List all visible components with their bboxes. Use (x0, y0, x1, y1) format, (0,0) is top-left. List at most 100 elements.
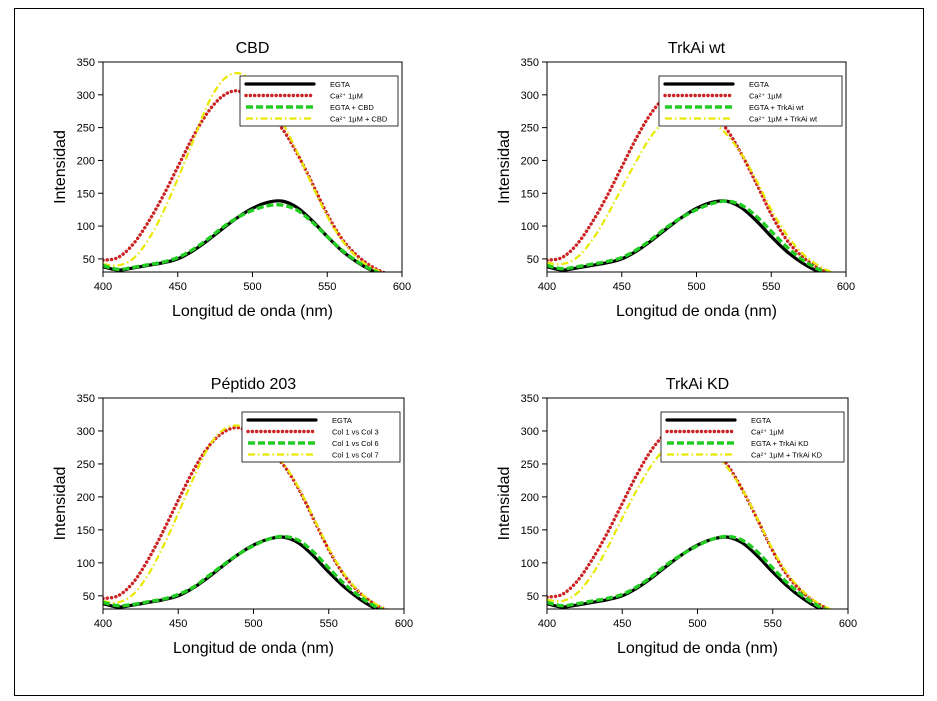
series-line-2 (103, 534, 386, 609)
figure-frame: CBD Longitud de onda (nm) Intensidad 400 450… (14, 8, 924, 696)
legend-label-1: Ca²⁺ 1µM (749, 92, 782, 101)
y-tick-label: 200 (77, 155, 95, 167)
legend: EGTA Ca²⁺ 1µM EGTA + TrkAi wt Ca²⁺ 1µM + Tr… (658, 75, 843, 127)
legend-label-0: EGTA (751, 416, 771, 425)
y-tick-label: 300 (77, 90, 95, 102)
plot-area (102, 61, 403, 273)
y-axis-label: Intensidad (496, 467, 513, 541)
y-tick-label: 250 (77, 459, 95, 471)
legend-label-2: EGTA + TrkAi wt (749, 103, 805, 112)
x-axis-label: Longitud de onda (nm) (616, 303, 777, 320)
charts-canvas: CBD Longitud de onda (nm) Intensidad 400 450… (52, 40, 857, 657)
chart-3: TrkAi KD Longitud de onda (nm) Intensidad 4… (496, 376, 857, 657)
y-tick-label: 200 (521, 155, 539, 167)
legend-label-1: Ca²⁺ 1µM (751, 428, 784, 437)
y-tick-label: 250 (77, 123, 95, 135)
y-tick-label: 150 (77, 525, 95, 537)
series-line-0 (103, 535, 381, 609)
series-line-0 (547, 535, 825, 609)
y-tick-label: 200 (77, 492, 95, 504)
x-tick-label: 400 (94, 618, 112, 630)
y-tick-label: 100 (521, 558, 539, 570)
x-tick-label: 400 (538, 618, 556, 630)
chart-title: CBD (236, 40, 270, 57)
y-tick-label: 350 (521, 57, 539, 69)
x-tick-label: 400 (538, 281, 556, 293)
chart-title: TrkAi KD (666, 376, 729, 393)
y-axis-label: Intensidad (52, 130, 69, 204)
y-axis-label: Intensidad (496, 130, 513, 204)
chart-2: Péptido 203 Longitud de onda (nm) Intensid… (52, 376, 413, 657)
x-tick-label: 550 (764, 618, 782, 630)
legend-label-3: Ca²⁺ 1µM + TrkAi wt (749, 115, 818, 124)
y-tick-label: 350 (521, 393, 539, 405)
legend-label-1: Col 1 vs Col 3 (332, 428, 379, 437)
y-tick-label: 150 (521, 525, 539, 537)
y-tick-label: 50 (527, 254, 539, 266)
y-tick-label: 100 (77, 558, 95, 570)
chart-title: Péptido 203 (211, 376, 297, 393)
series-line-1 (547, 89, 831, 272)
plot-area (546, 397, 849, 610)
plot-area (102, 397, 405, 610)
x-tick-label: 550 (318, 281, 336, 293)
x-tick-label: 500 (244, 618, 262, 630)
y-tick-label: 100 (521, 221, 539, 233)
x-tick-label: 550 (320, 618, 338, 630)
y-tick-label: 250 (521, 459, 539, 471)
x-tick-label: 500 (687, 281, 705, 293)
legend-label-2: EGTA + CBD (330, 103, 374, 112)
y-tick-label: 350 (77, 57, 95, 69)
legend: EGTA Col 1 vs Col 3 Col 1 vs Col 6 Col 1 vs… (241, 411, 401, 463)
x-tick-label: 400 (94, 281, 112, 293)
series-line-3 (547, 110, 834, 272)
x-tick-label: 600 (839, 618, 857, 630)
series-line-0 (103, 199, 379, 272)
y-tick-label: 50 (83, 254, 95, 266)
legend-label-0: EGTA (749, 80, 769, 89)
y-tick-label: 250 (521, 123, 539, 135)
x-tick-label: 500 (688, 618, 706, 630)
chart-1: TrkAi wt Longitud de onda (nm) Intensidad 4… (496, 40, 855, 320)
legend-label-2: Col 1 vs Col 6 (332, 439, 379, 448)
x-tick-label: 500 (243, 281, 261, 293)
y-tick-label: 300 (521, 90, 539, 102)
legend-label-3: Col 1 vs Col 7 (332, 451, 379, 460)
y-tick-label: 150 (521, 188, 539, 200)
x-tick-label: 450 (169, 618, 187, 630)
legend-label-3: Ca²⁺ 1µM + TrkAi KD (751, 451, 823, 460)
x-axis-label: Longitud de onda (nm) (173, 640, 334, 657)
series-line-2 (547, 199, 829, 272)
y-tick-label: 350 (77, 393, 95, 405)
legend-label-1: Ca²⁺ 1µM (330, 92, 363, 101)
x-tick-label: 600 (395, 618, 413, 630)
series-line-3 (103, 424, 389, 609)
series-line-1 (103, 89, 387, 272)
x-tick-label: 450 (613, 281, 631, 293)
x-tick-label: 450 (613, 618, 631, 630)
chart-0: CBD Longitud de onda (nm) Intensidad 400 450… (52, 40, 411, 320)
x-tick-label: 600 (393, 281, 411, 293)
legend-label-0: EGTA (332, 416, 352, 425)
chart-title: TrkAi wt (668, 40, 726, 57)
series-line-2 (547, 534, 830, 609)
y-tick-label: 100 (77, 221, 95, 233)
y-tick-label: 50 (83, 591, 95, 603)
legend-label-0: EGTA (330, 80, 350, 89)
y-axis-label: Intensidad (52, 467, 69, 541)
y-tick-label: 50 (527, 591, 539, 603)
x-tick-label: 550 (762, 281, 780, 293)
legend-label-2: EGTA + TrkAi KD (751, 439, 809, 448)
series-line-3 (547, 437, 833, 609)
x-tick-label: 450 (169, 281, 187, 293)
x-axis-label: Longitud de onda (nm) (172, 303, 333, 320)
y-tick-label: 300 (77, 426, 95, 438)
legend: EGTA Ca²⁺ 1µM EGTA + CBD Ca²⁺ 1µM + CBD (239, 75, 399, 127)
plot-area (546, 61, 847, 273)
x-axis-label: Longitud de onda (nm) (617, 640, 778, 657)
series-line-2 (103, 203, 382, 272)
legend-label-3: Ca²⁺ 1µM + CBD (330, 115, 388, 124)
y-tick-label: 200 (521, 492, 539, 504)
x-tick-label: 600 (837, 281, 855, 293)
y-tick-label: 150 (77, 188, 95, 200)
